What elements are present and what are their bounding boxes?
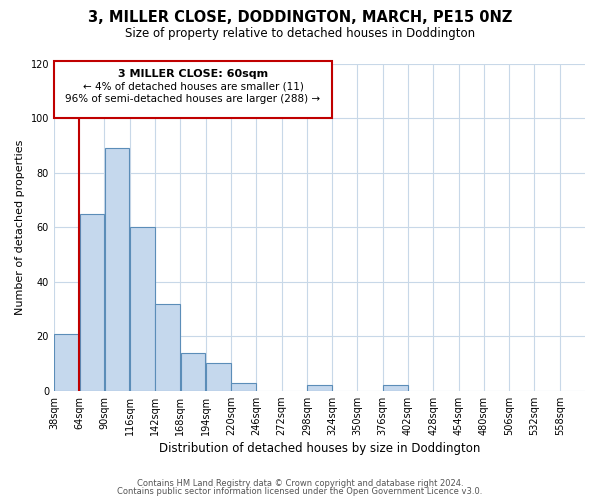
Bar <box>307 385 332 390</box>
Text: Contains HM Land Registry data © Crown copyright and database right 2024.: Contains HM Land Registry data © Crown c… <box>137 478 463 488</box>
Text: 3 MILLER CLOSE: 60sqm: 3 MILLER CLOSE: 60sqm <box>118 70 268 80</box>
Bar <box>105 148 130 390</box>
Text: 96% of semi-detached houses are larger (288) →: 96% of semi-detached houses are larger (… <box>65 94 320 104</box>
Bar <box>155 304 180 390</box>
X-axis label: Distribution of detached houses by size in Doddington: Distribution of detached houses by size … <box>159 442 480 455</box>
Text: 3, MILLER CLOSE, DODDINGTON, MARCH, PE15 0NZ: 3, MILLER CLOSE, DODDINGTON, MARCH, PE15… <box>88 10 512 25</box>
Text: ← 4% of detached houses are smaller (11): ← 4% of detached houses are smaller (11) <box>83 82 304 92</box>
Bar <box>383 385 407 390</box>
Bar <box>232 382 256 390</box>
Text: Contains public sector information licensed under the Open Government Licence v3: Contains public sector information licen… <box>118 487 482 496</box>
Text: Size of property relative to detached houses in Doddington: Size of property relative to detached ho… <box>125 28 475 40</box>
Bar <box>130 228 155 390</box>
Bar <box>55 334 79 390</box>
FancyBboxPatch shape <box>54 62 332 118</box>
Y-axis label: Number of detached properties: Number of detached properties <box>15 140 25 315</box>
Bar <box>181 352 205 391</box>
Bar <box>206 364 230 390</box>
Bar <box>80 214 104 390</box>
